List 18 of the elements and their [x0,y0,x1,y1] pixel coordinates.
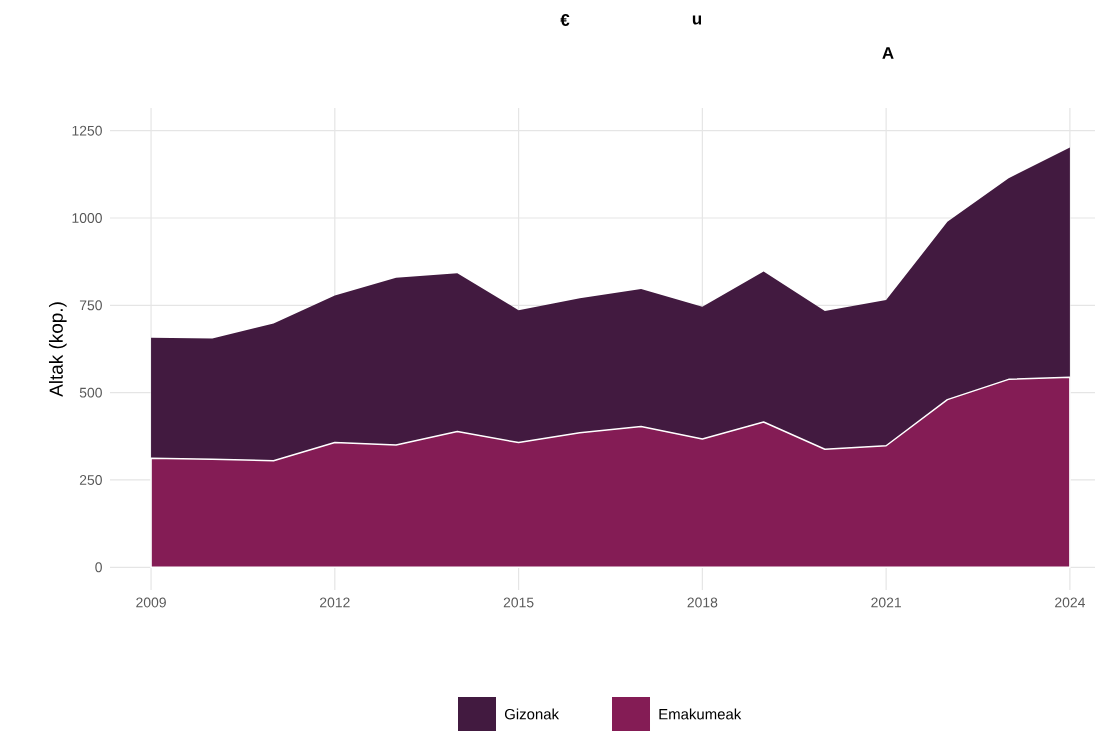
y-tick-label: 750 [79,300,102,311]
y-tick-label: 1000 [72,213,102,223]
x-tick-label: 2015 [503,597,534,608]
text: u [692,15,702,25]
y-tick-label: 500 [79,387,102,398]
x-tick-label: 2018 [687,597,718,608]
x-tick-label: 2024 [1055,597,1085,608]
y-tick-label: 250 [79,475,102,485]
text: € [560,13,570,26]
y-axis-title: Altak (kop.) [48,302,67,397]
x-tick-label: 2012 [320,597,350,608]
legend-label: Emakumeak [659,708,742,720]
x-tick-label: 2021 [871,597,901,608]
y-tick-label: 1250 [72,125,102,136]
y-tick-label: 0 [95,562,102,573]
legend-label: Gizonak [504,708,560,720]
x-tick-label: 2009 [136,597,166,608]
text: A [882,47,894,59]
